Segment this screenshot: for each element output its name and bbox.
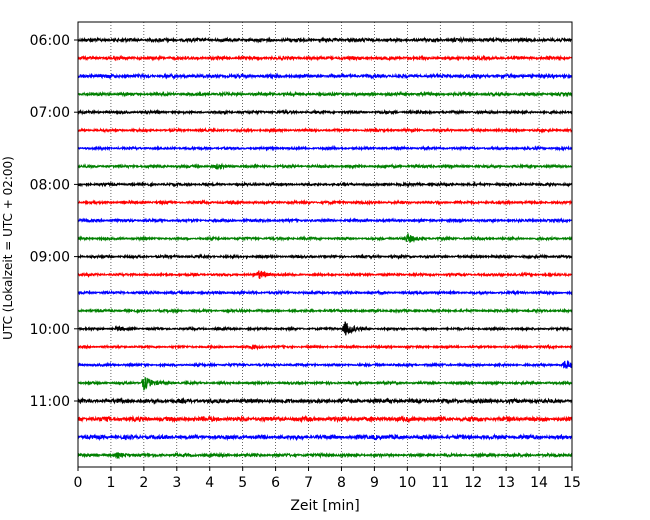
x-tick-label: 14 — [530, 475, 548, 491]
seismogram-trace — [77, 432, 573, 442]
seismogram-trace — [77, 414, 573, 424]
x-tick-label: 6 — [271, 475, 280, 491]
seismogram-trace — [77, 360, 573, 369]
x-tick-label: 12 — [464, 475, 482, 491]
x-tick-label: 5 — [238, 475, 247, 491]
seismogram-trace — [77, 54, 573, 62]
y-tick-label: 06:00 — [30, 33, 70, 49]
seismogram-trace — [77, 199, 573, 206]
plot-background — [78, 22, 572, 467]
seismogram-trace — [77, 36, 573, 44]
seismogram-trace — [77, 253, 573, 260]
y-tick-label: 08:00 — [30, 177, 70, 193]
seismogram-trace — [77, 217, 573, 224]
x-tick-label: 4 — [205, 475, 214, 491]
x-tick-label: 15 — [563, 475, 581, 491]
y-tick-label: 07:00 — [30, 105, 70, 121]
seismogram-trace — [77, 162, 573, 171]
seismogram-trace — [77, 451, 573, 460]
x-tick-label: 8 — [337, 475, 346, 491]
seismogram-trace — [77, 144, 573, 152]
seismogram-trace — [77, 289, 573, 297]
seismogram-trace — [77, 343, 573, 351]
x-axis-title: Zeit [min] — [290, 498, 359, 514]
seismogram-trace — [77, 270, 573, 280]
seismogram-trace — [77, 396, 573, 406]
x-tick-label: 7 — [304, 475, 313, 491]
seismogram-trace — [77, 72, 573, 81]
y-tick-label: 09:00 — [30, 250, 70, 266]
seismogram-trace — [77, 126, 573, 134]
seismogram-trace — [77, 321, 573, 336]
x-tick-label: 11 — [431, 475, 449, 491]
seismogram-trace — [77, 232, 573, 243]
x-axis: 0 1 2 3 4 5 6 7 8 9 10 11 12 13 14 15 — [74, 467, 581, 491]
x-tick-label: 1 — [106, 475, 115, 491]
x-tick-label: 10 — [398, 475, 416, 491]
seismogram-trace — [77, 377, 573, 391]
plot-frame — [77, 21, 573, 468]
seismogram-trace — [77, 90, 573, 98]
seismogram-trace — [77, 307, 573, 315]
x-tick-label: 3 — [172, 475, 181, 491]
seismogram-trace — [77, 108, 573, 116]
y-axis-title: UTC (Lokalzeit = UTC + 02:00) — [1, 156, 15, 340]
x-tick-label: 2 — [139, 475, 148, 491]
x-tick-label: 9 — [370, 475, 379, 491]
y-tick-label: 10:00 — [30, 322, 70, 338]
y-axis: 06:00 07:00 08:00 09:00 10:00 11:00 — [30, 33, 78, 410]
x-tick-label: 0 — [74, 475, 83, 491]
plot-area — [77, 21, 573, 468]
x-tick-label: 13 — [497, 475, 515, 491]
y-tick-label: 11:00 — [30, 394, 70, 410]
seismogram-trace — [77, 180, 573, 188]
